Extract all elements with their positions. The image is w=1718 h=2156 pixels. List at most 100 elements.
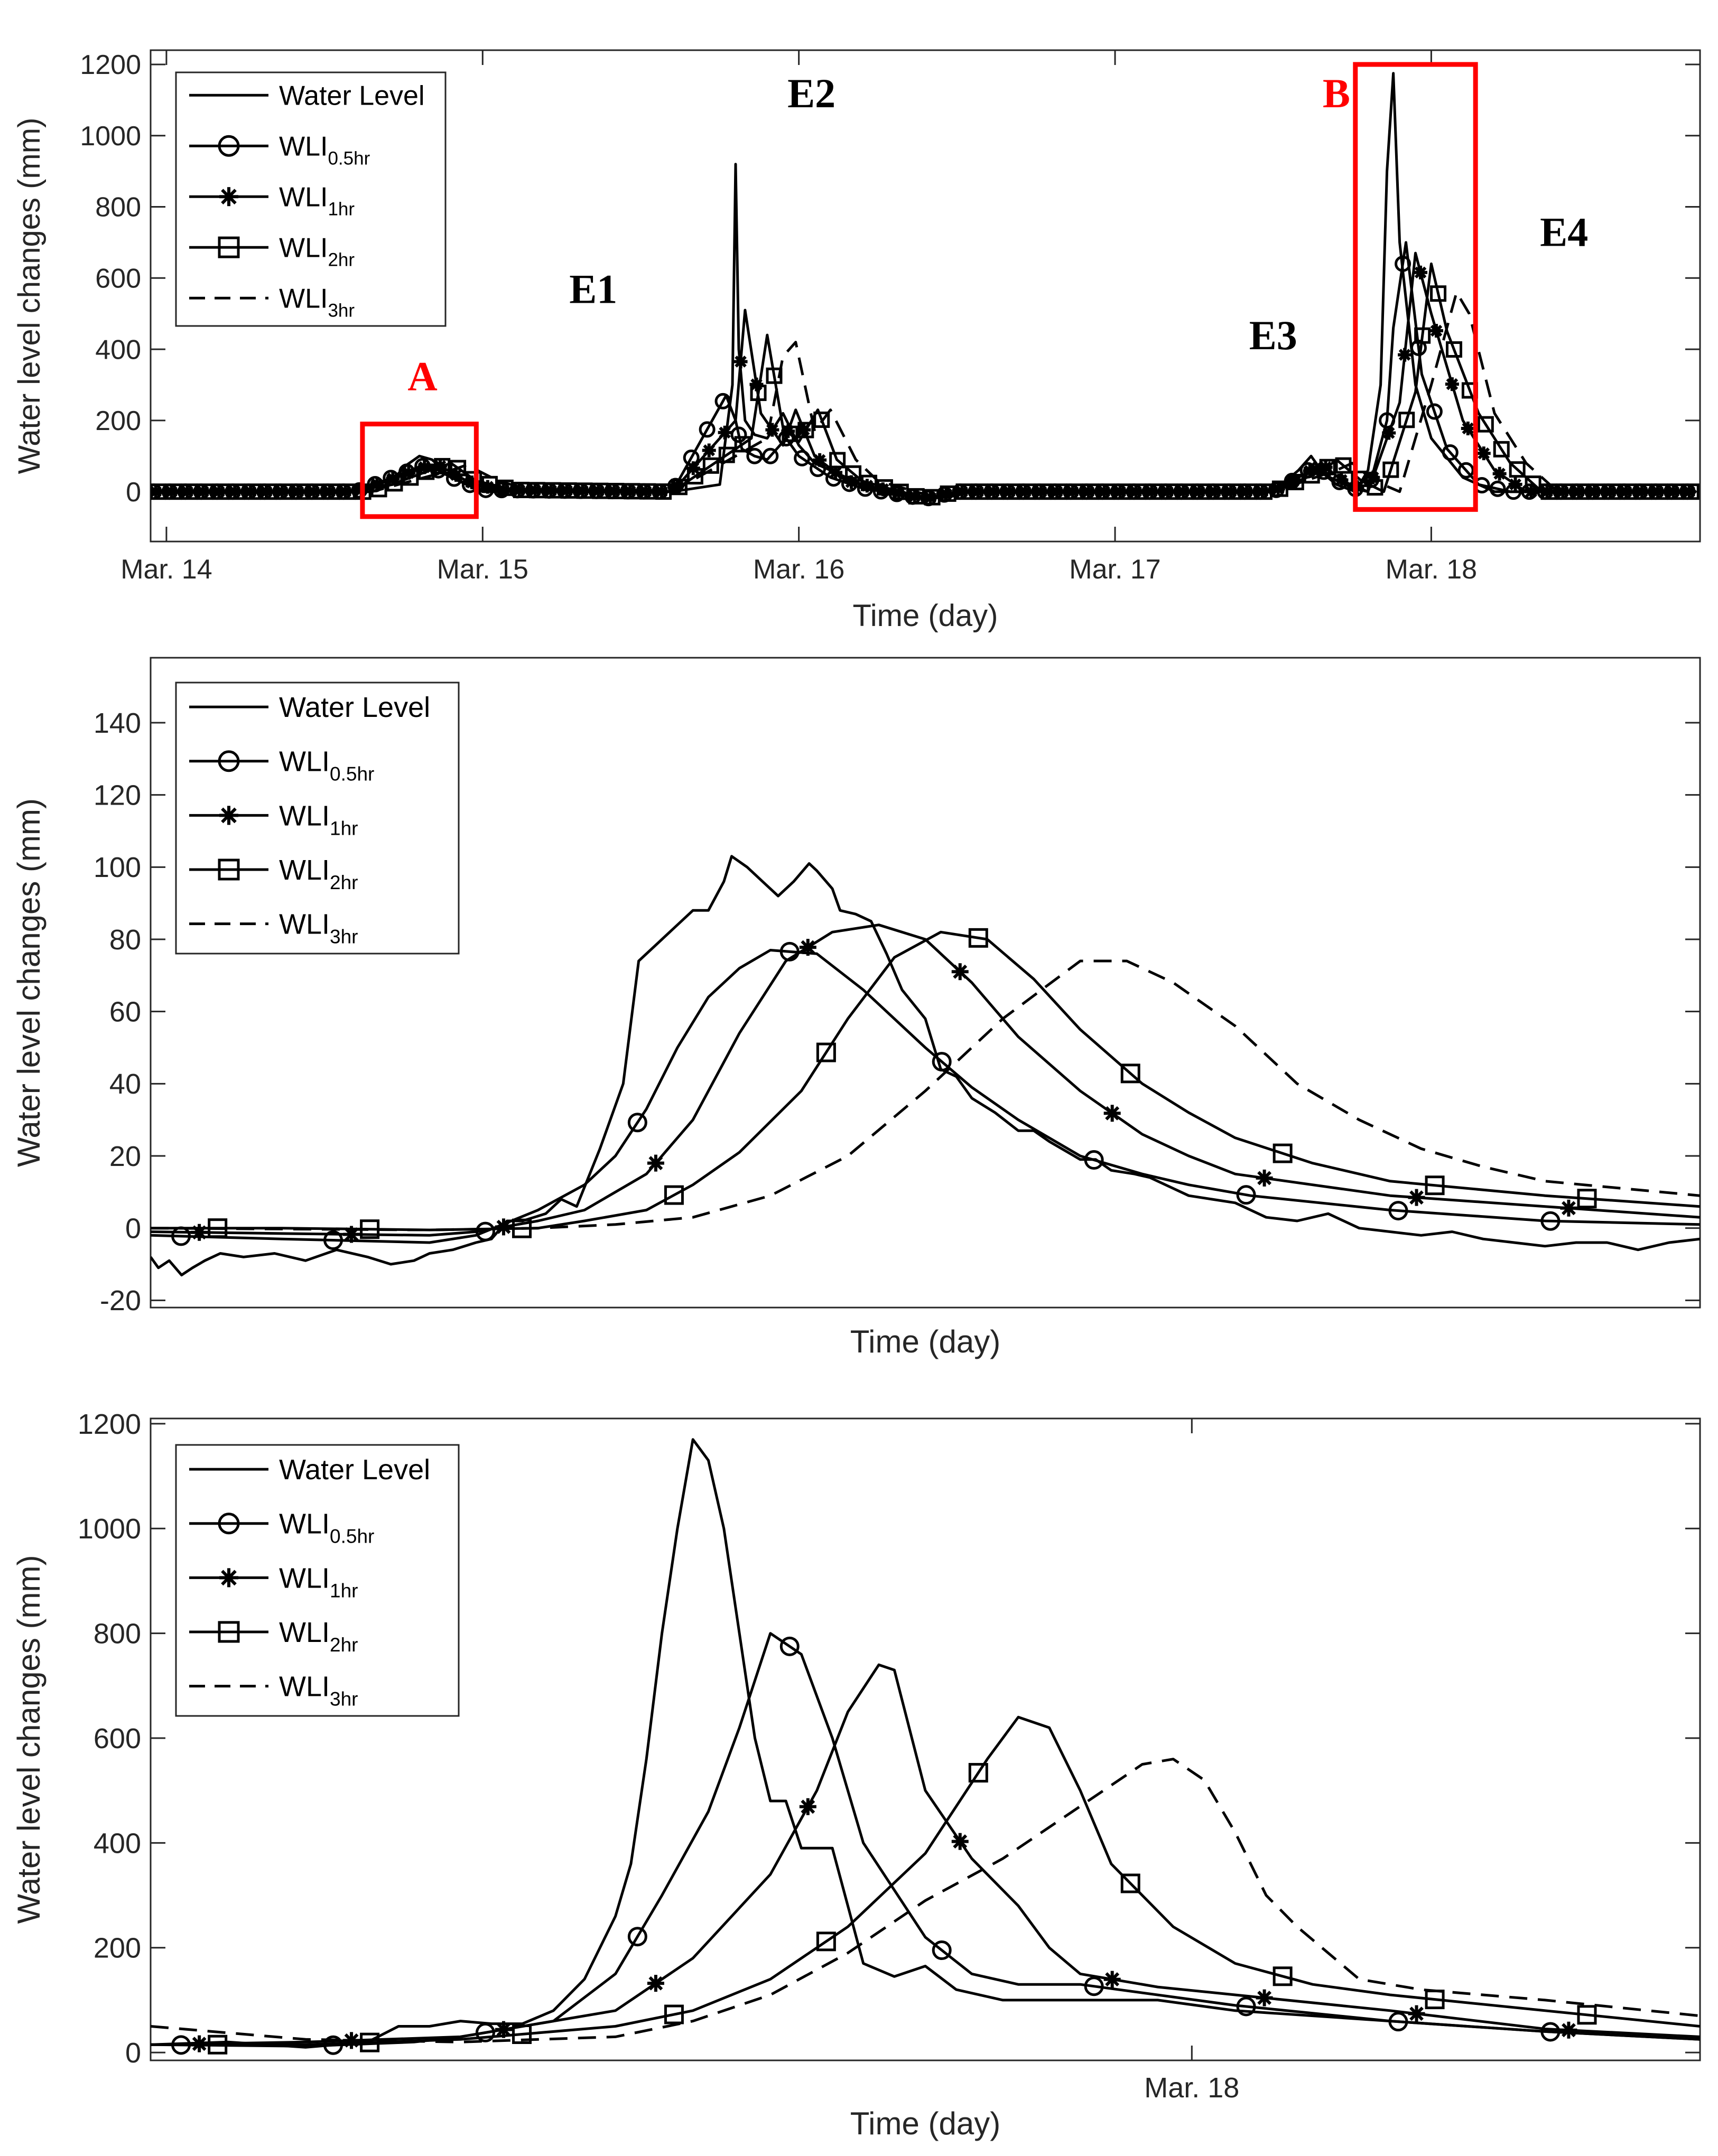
y-tick-label: 80 bbox=[109, 924, 141, 956]
marker-star-stroke bbox=[1398, 349, 1411, 361]
annotation-e4: E4 bbox=[1540, 209, 1588, 255]
marker-square bbox=[450, 460, 467, 477]
marker-star-stroke bbox=[648, 1976, 663, 1991]
legend: Water Level WLI0.5hr WLI1hr WLI2hr WLI3hr bbox=[175, 682, 460, 955]
marker-star-stroke bbox=[497, 484, 510, 496]
legend: Water Level WLI0.5hr WLI1hr WLI2hr WLI3hr bbox=[175, 71, 447, 327]
marker-square bbox=[1351, 470, 1368, 487]
marker-star-stroke bbox=[801, 940, 815, 955]
legend-label: WLI1hr bbox=[279, 1562, 358, 1601]
marker-square bbox=[892, 483, 909, 500]
x-axis-label: Time (day) bbox=[850, 1324, 1000, 1359]
series-line-wli2hr bbox=[151, 1715, 1700, 2046]
y-tick-label: 400 bbox=[94, 1827, 141, 1859]
marker-star-stroke bbox=[813, 454, 826, 466]
marker-star-stroke bbox=[1651, 486, 1664, 498]
series-line-water-level bbox=[151, 855, 1700, 1276]
legend-label: WLI0.5hr bbox=[279, 746, 374, 785]
legend-label: Water Level bbox=[279, 692, 430, 723]
y-tick-label: -20 bbox=[100, 1285, 141, 1317]
y-tick-label: 1000 bbox=[78, 1513, 141, 1545]
marker-square bbox=[1667, 483, 1684, 500]
legend-marker-star-stroke bbox=[221, 1570, 237, 1586]
marker-square bbox=[1273, 1143, 1293, 1163]
marker-square bbox=[1287, 473, 1304, 490]
marker-square bbox=[750, 385, 767, 402]
marker-star-stroke bbox=[151, 486, 162, 498]
marker-star-stroke bbox=[1414, 266, 1427, 279]
legend-label: WLI2hr bbox=[279, 854, 358, 893]
marker-circle bbox=[794, 450, 811, 466]
x-tick-label: Mar. 16 bbox=[753, 554, 844, 585]
marker-star-stroke bbox=[496, 1219, 511, 1234]
legend-label: WLI2hr bbox=[279, 1617, 358, 1656]
marker-square bbox=[1525, 475, 1541, 492]
y-tick-label: 600 bbox=[95, 264, 141, 294]
marker-circle bbox=[323, 1230, 343, 1250]
marker-star-stroke bbox=[829, 466, 842, 479]
y-axis-label: Water level changes (mm) bbox=[12, 118, 47, 474]
marker-star-stroke bbox=[1257, 1171, 1272, 1186]
marker-star-stroke bbox=[1493, 468, 1506, 480]
marker-star-stroke bbox=[1105, 1106, 1120, 1121]
marker-star-stroke bbox=[648, 1156, 663, 1171]
marker-square bbox=[876, 479, 893, 496]
y-tick-label: 1200 bbox=[78, 1408, 141, 1440]
y-tick-label: 200 bbox=[94, 1933, 141, 1964]
marker-square bbox=[360, 2032, 380, 2052]
marker-star bbox=[1445, 377, 1459, 391]
marker-star-stroke bbox=[496, 2022, 511, 2037]
x-axis-label: Time (day) bbox=[853, 599, 998, 633]
marker-circle bbox=[1084, 1976, 1104, 1996]
marker-square bbox=[434, 458, 451, 474]
marker-star bbox=[951, 963, 969, 981]
marker-square bbox=[1577, 2005, 1597, 2025]
marker-star-stroke bbox=[877, 483, 889, 496]
marker-circle bbox=[730, 426, 747, 443]
legend-label: WLI3hr bbox=[279, 1670, 358, 1710]
marker-circle bbox=[699, 421, 716, 438]
legend-box bbox=[175, 1444, 460, 1717]
marker-star-stroke bbox=[1257, 1991, 1272, 2005]
legend-marker-square bbox=[218, 858, 240, 881]
marker-star bbox=[813, 453, 827, 467]
marker-square bbox=[845, 465, 862, 482]
legend-label: WLI3hr bbox=[279, 283, 355, 321]
marker-circle bbox=[1457, 462, 1474, 479]
marker-square bbox=[955, 483, 972, 500]
legend-label: Water Level bbox=[279, 1454, 430, 1486]
marker-circle bbox=[627, 1927, 647, 1947]
legend-marker-circle bbox=[218, 1513, 240, 1535]
highlight-box-a bbox=[360, 422, 479, 519]
legend-marker-star-stroke bbox=[221, 189, 237, 205]
marker-star bbox=[702, 443, 716, 458]
legend-label: WLI3hr bbox=[279, 908, 358, 947]
legend-label: WLI0.5hr bbox=[279, 1508, 374, 1547]
marker-square bbox=[664, 1185, 684, 1205]
marker-star-stroke bbox=[1667, 486, 1680, 498]
marker-star bbox=[844, 475, 858, 489]
marker-star-stroke bbox=[845, 476, 858, 488]
y-tick-label: 140 bbox=[94, 707, 141, 739]
marker-square bbox=[208, 2034, 228, 2055]
annotation-e2: E2 bbox=[787, 70, 835, 116]
legend-label: WLI2hr bbox=[279, 232, 355, 270]
marker-star-stroke bbox=[1683, 486, 1695, 498]
marker-circle bbox=[932, 1940, 952, 1961]
marker-star-stroke bbox=[735, 356, 747, 368]
y-tick-label: 100 bbox=[94, 852, 141, 883]
marker-star-stroke bbox=[1430, 324, 1443, 337]
series-group bbox=[151, 855, 1700, 1276]
marker-square bbox=[1651, 483, 1668, 500]
marker-star bbox=[1103, 1105, 1121, 1122]
legend-marker-circle bbox=[218, 750, 240, 772]
marker-circle bbox=[1084, 1150, 1104, 1170]
marker-circle bbox=[1388, 1201, 1408, 1221]
y-tick-label: 200 bbox=[95, 406, 141, 436]
legend-marker-star bbox=[219, 1568, 238, 1588]
series-line-wli3hr bbox=[166, 291, 1653, 500]
y-tick-label: 800 bbox=[95, 192, 141, 223]
legend-marker-square bbox=[218, 1621, 240, 1643]
x-tick-label: Mar. 14 bbox=[120, 554, 212, 585]
